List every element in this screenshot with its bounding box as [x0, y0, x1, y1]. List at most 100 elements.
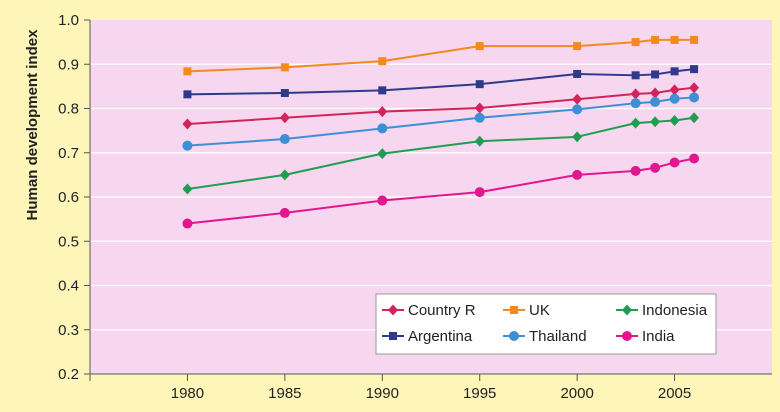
diamond-marker: [572, 93, 583, 105]
circle-marker: [689, 92, 700, 103]
circle-marker: [279, 134, 290, 145]
diamond-marker: [650, 116, 661, 128]
circle-marker: [474, 187, 485, 198]
circle-marker: [689, 153, 700, 164]
diamond-marker: [622, 304, 632, 316]
y-tick-label: 0.3: [58, 322, 79, 339]
square-marker: [631, 71, 640, 80]
circle-marker: [182, 140, 193, 151]
square-marker: [670, 35, 679, 44]
square-marker: [690, 35, 699, 44]
x-tick-label: 2000: [560, 385, 593, 402]
diamond-marker: [474, 102, 485, 114]
legend-label: Thailand: [529, 328, 587, 345]
x-axis-ticks: 1980 1985 1990 1995 2000 2005: [171, 374, 691, 402]
diamond-marker: [669, 84, 680, 96]
diamond-marker: [650, 87, 661, 99]
diamond-marker: [279, 112, 290, 124]
diamond-marker: [279, 169, 290, 181]
legend-label: Country R: [408, 302, 476, 319]
circle-marker: [650, 96, 661, 107]
diamond-marker: [182, 118, 193, 130]
diamond-marker: [572, 131, 583, 143]
diamond-marker: [474, 135, 485, 147]
circle-marker: [630, 165, 641, 176]
square-marker: [573, 42, 582, 51]
legend-label: Argentina: [408, 328, 473, 345]
square-marker: [280, 63, 289, 72]
diamond-marker: [689, 82, 700, 94]
square-marker: [651, 35, 660, 44]
series-uk: [183, 35, 699, 76]
legend-entry-argentina: Argentina: [382, 328, 473, 345]
circle-marker: [474, 112, 485, 123]
y-tick-label: 0.5: [58, 233, 79, 250]
diamond-marker: [377, 148, 388, 160]
circle-marker: [669, 93, 680, 104]
square-marker: [573, 69, 582, 78]
diamond-marker: [182, 183, 193, 195]
y-axis-ticks: 0.2 0.3 0.4 0.5 0.6 0.7 0.8 0.9 1.0: [58, 12, 90, 383]
circle-marker: [630, 98, 641, 109]
x-tick-label: 1985: [268, 385, 301, 402]
diamond-marker: [630, 88, 641, 100]
y-tick-label: 0.8: [58, 101, 79, 118]
square-marker: [378, 86, 387, 95]
square-marker: [651, 70, 660, 79]
legend-entry-thailand: Thailand: [503, 328, 587, 345]
x-tick-label: 2005: [658, 385, 691, 402]
diamond-marker: [630, 117, 641, 129]
series-argentina: [183, 65, 699, 99]
legend-label: Indonesia: [642, 302, 708, 319]
square-marker: [670, 67, 679, 76]
square-marker: [183, 67, 192, 76]
circle-marker: [650, 162, 661, 173]
legend-label: India: [642, 328, 675, 345]
gridlines: [90, 63, 772, 331]
series-india: [182, 153, 700, 229]
legend: Country R UK Indonesia Argentina Thailand Ind…: [375, 293, 717, 355]
y-tick-label: 0.7: [58, 145, 79, 162]
circle-marker: [669, 157, 680, 168]
circle-marker: [572, 104, 583, 115]
legend-entry-uk: UK: [503, 302, 550, 319]
diamond-marker: [377, 106, 388, 118]
circle-marker: [279, 207, 290, 218]
circle-marker: [622, 331, 632, 341]
square-marker: [280, 89, 289, 98]
square-marker: [475, 42, 484, 51]
x-tick-label: 1990: [366, 385, 399, 402]
series-layer: [182, 35, 700, 229]
series-indonesia: [182, 112, 700, 195]
x-tick-label: 1995: [463, 385, 496, 402]
circle-marker: [377, 123, 388, 134]
circle-marker: [182, 218, 193, 229]
series-thailand: [182, 92, 700, 151]
y-tick-label: 0.9: [58, 56, 79, 73]
legend-entry-india: India: [616, 328, 675, 345]
square-marker: [475, 80, 484, 89]
y-tick-label: 0.6: [58, 189, 79, 206]
circle-marker: [509, 331, 519, 341]
square-marker: [631, 38, 640, 47]
square-marker: [183, 90, 192, 99]
series-country-r: [182, 82, 700, 130]
circle-marker: [572, 169, 583, 180]
circle-marker: [377, 195, 388, 206]
square-marker: [690, 65, 699, 74]
diamond-marker: [669, 114, 680, 126]
diamond-marker: [689, 112, 700, 124]
legend-label: UK: [529, 302, 550, 319]
legend-entry-indonesia: Indonesia: [616, 302, 708, 319]
x-tick-label: 1980: [171, 385, 204, 402]
square-marker: [389, 332, 397, 340]
y-tick-label: 0.4: [58, 278, 79, 295]
diamond-marker: [388, 304, 398, 316]
legend-entry-country-r: Country R: [382, 302, 476, 319]
square-marker: [378, 57, 387, 66]
square-marker: [510, 306, 518, 314]
y-axis-title: Human development index: [24, 29, 41, 221]
legend-box: [375, 293, 717, 355]
y-tick-label: 1.0: [58, 12, 79, 29]
